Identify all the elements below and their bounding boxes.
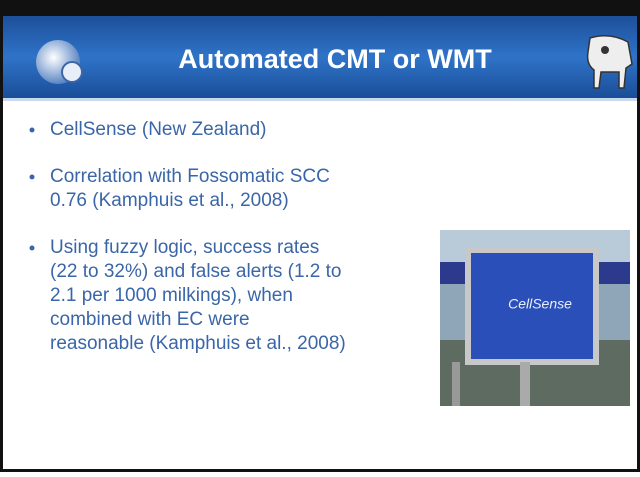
header-rule [3,98,637,101]
bullet-text: (22 to 32%) and false alerts (1.2 to [50,261,342,282]
bullet-text: combined with EC were [50,309,250,330]
slide-title: Automated CMT or WMT [178,44,492,74]
bullet-text: Using fuzzy logic, success rates [50,237,319,258]
bullet-text: CellSense (New Zealand) [50,119,267,140]
bullet-text: 0.76 (Kamphuis et al., 2008) [50,190,289,211]
bullet-dot [29,127,35,133]
logo [36,40,83,84]
bullet-list: CellSense (New Zealand) Correlation with … [29,119,346,354]
bullet-text: Correlation with Fossomatic SCC [50,166,330,187]
photo-label: CellSense [508,296,572,312]
bullet-dot [29,174,35,180]
bullet-text: 2.1 per 1000 milkings), when [50,285,293,306]
photo: CellSense [440,230,630,406]
bullet-dot [29,245,35,251]
cow-icon [586,35,633,89]
bullet-text: reasonable (Kamphuis et al., 2008) [50,333,346,354]
header-band [3,16,637,98]
